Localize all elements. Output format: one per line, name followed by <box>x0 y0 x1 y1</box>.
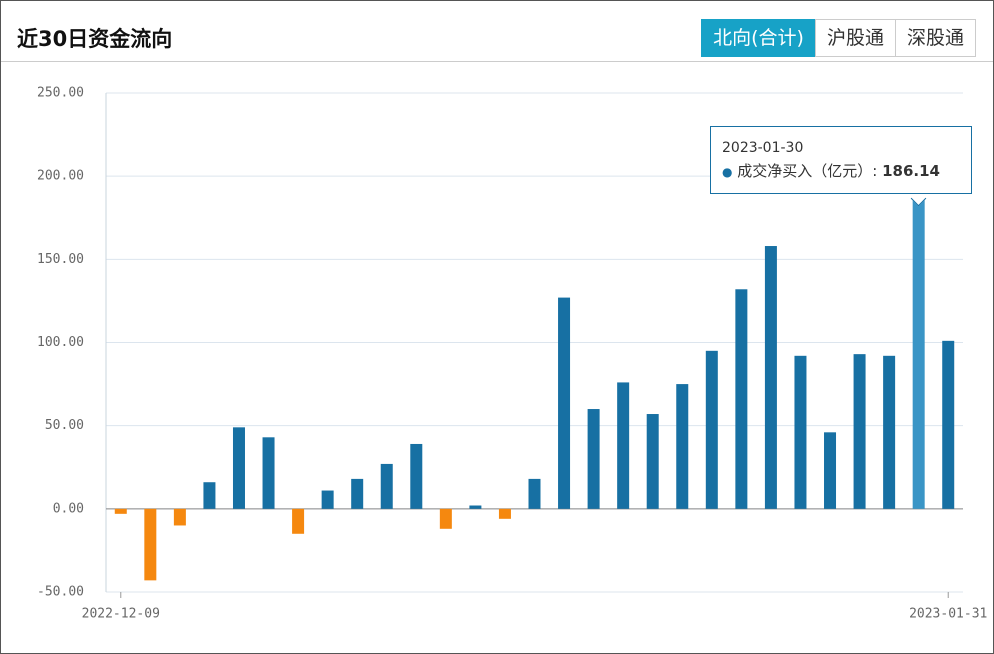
bar <box>942 340 955 509</box>
tooltip-series: 成交净买入（亿元） <box>737 162 873 180</box>
bar <box>912 199 925 509</box>
bar <box>144 508 157 581</box>
bar <box>232 427 245 509</box>
x-tick-label: 2022-12-09 <box>82 607 160 622</box>
bar <box>794 355 807 509</box>
tooltip-row: ● 成交净买入（亿元）: 186.14 <box>722 162 940 180</box>
y-tick-label: 0.00 <box>53 501 84 516</box>
y-tick-label: -50.00 <box>37 585 84 600</box>
tab[interactable]: 北向(合计) <box>701 19 816 57</box>
y-tick-label: 200.00 <box>37 169 84 184</box>
bar <box>617 382 630 509</box>
bar <box>292 508 305 534</box>
y-tick-label: 150.00 <box>37 252 84 267</box>
widget-title: 近30日资金流向 <box>17 27 173 51</box>
bar <box>735 289 748 509</box>
header: 近30日资金流向 北向(合计) 沪股通 深股通 <box>1 1 993 62</box>
bar <box>587 409 600 509</box>
y-tick-label: 50.00 <box>45 418 84 433</box>
tabs: 北向(合计) 沪股通 深股通 <box>701 19 976 57</box>
bar <box>469 505 482 509</box>
tab[interactable]: 深股通 <box>894 19 976 57</box>
bar <box>351 478 364 509</box>
x-tick-label: 2023-01-31 <box>909 607 987 622</box>
tooltip: 2023-01-30 ● 成交净买入（亿元）: 186.14 <box>710 126 972 194</box>
bar <box>676 384 689 509</box>
tooltip-value: 186.14 <box>882 162 940 180</box>
y-tick-label: 100.00 <box>37 335 84 350</box>
bar <box>321 490 334 509</box>
y-tick-label: 250.00 <box>37 86 84 101</box>
bar <box>114 508 127 514</box>
bar <box>558 297 571 509</box>
bar <box>883 355 896 509</box>
bar <box>262 437 275 509</box>
bar <box>764 246 777 509</box>
bar <box>705 350 718 509</box>
tooltip-title: 2023-01-30 <box>722 140 804 156</box>
bar <box>646 414 659 509</box>
bar <box>380 463 393 509</box>
bar <box>203 482 216 509</box>
bar <box>853 354 866 509</box>
bar <box>173 508 186 526</box>
bar <box>498 508 511 519</box>
bar <box>824 432 837 509</box>
bar <box>410 443 423 509</box>
bar <box>439 508 452 529</box>
bar <box>528 478 541 509</box>
